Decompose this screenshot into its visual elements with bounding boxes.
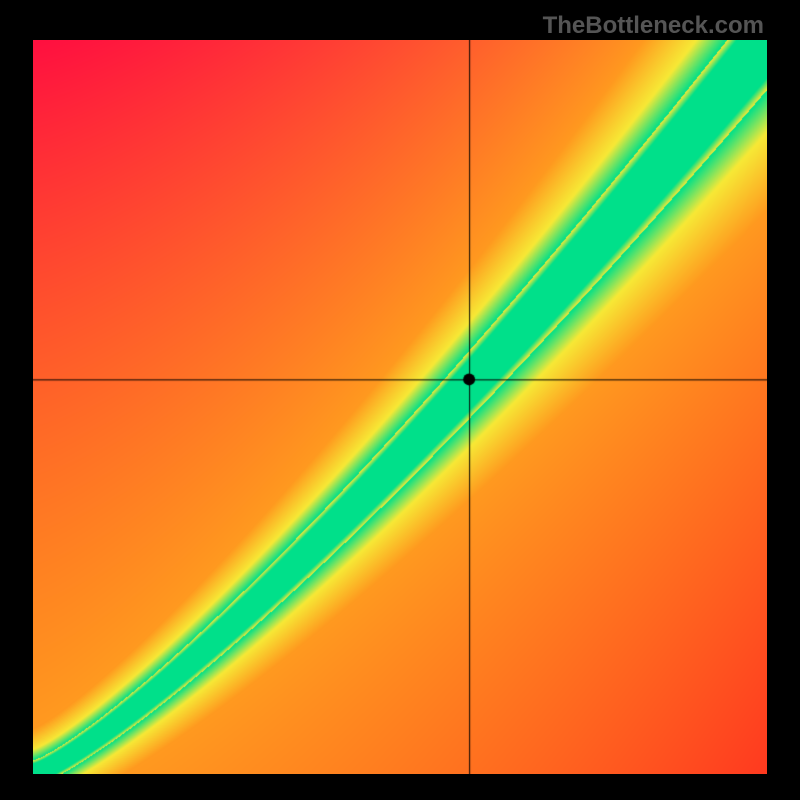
chart-container: TheBottleneck.com <box>0 0 800 800</box>
bottleneck-heatmap <box>33 40 767 774</box>
watermark-text: TheBottleneck.com <box>543 12 764 40</box>
